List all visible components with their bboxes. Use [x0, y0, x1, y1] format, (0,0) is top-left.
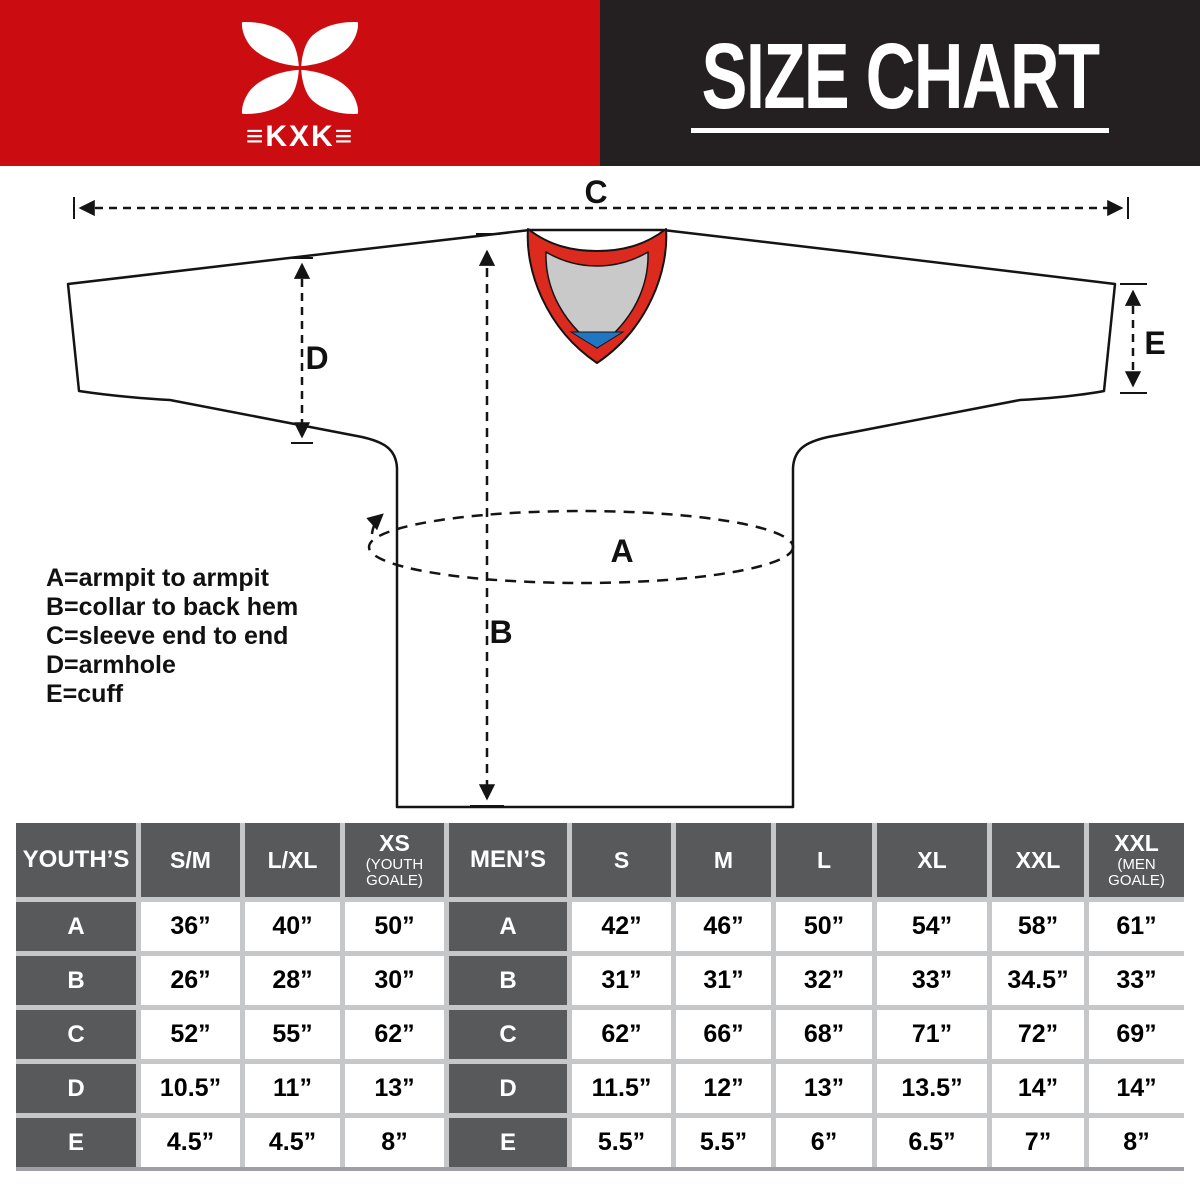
table-size-header: S/M [141, 823, 240, 897]
measure-a-arrow [366, 509, 795, 585]
table-size-header: XS (YOUTH GOALE) [345, 823, 444, 897]
table-size-value: 34.5” [992, 956, 1084, 1005]
table-size-header: S [572, 823, 671, 897]
table-size-value: 8” [1089, 1118, 1184, 1167]
table-row-label: D [16, 1064, 136, 1113]
table-size-value: 68” [776, 1010, 872, 1059]
table-size-value: 50” [345, 902, 444, 951]
table-size-value: 46” [676, 902, 771, 951]
table-size-header: L/XL [245, 823, 340, 897]
table-size-header: XXL [992, 823, 1084, 897]
table-row-label: A [449, 902, 567, 951]
jersey-measurement-diagram: C D B E A [66, 174, 1166, 809]
table-size-value: 33” [877, 956, 987, 1005]
table-size-header: XL [877, 823, 987, 897]
measure-e-arrow [1120, 283, 1147, 394]
table-size-value: 14” [1089, 1064, 1184, 1113]
jersey-outline [66, 228, 1117, 809]
table-size-value: 55” [245, 1010, 340, 1059]
table-row-label: A [16, 902, 136, 951]
title-banner: SIZE CHART [600, 0, 1200, 166]
collar-inner-panel [545, 251, 649, 349]
table-size-value: 28” [245, 956, 340, 1005]
table-size-value: 42” [572, 902, 671, 951]
table-size-value: 30” [345, 956, 444, 1005]
table-size-value: 11” [245, 1064, 340, 1113]
page-title: SIZE CHART [701, 23, 1101, 128]
table-size-value: 61” [1089, 902, 1184, 951]
table-size-value: 12” [676, 1064, 771, 1113]
table-size-value: 54” [877, 902, 987, 951]
table-size-value: 52” [141, 1010, 240, 1059]
measure-e-label: E [1144, 325, 1165, 361]
measure-b-arrow [470, 233, 504, 807]
table-size-value: 8” [345, 1118, 444, 1167]
legend-line-c: C=sleeve end to end [46, 622, 289, 650]
table-size-value: 10.5” [141, 1064, 240, 1113]
brand-banner: ≡KXK≡ [0, 0, 600, 166]
table-size-value: 72” [992, 1010, 1084, 1059]
legend-line-e: E=cuff [46, 680, 124, 708]
table-size-value: 71” [877, 1010, 987, 1059]
kxk-butterfly-logo-icon [241, 22, 359, 114]
measure-a-label: A [610, 533, 633, 569]
measure-c-arrow [73, 197, 1129, 219]
measure-c-label: C [584, 174, 607, 210]
table-row-label: E [16, 1118, 136, 1167]
table-size-value: 31” [676, 956, 771, 1005]
table-row-label: D [449, 1064, 567, 1113]
table-size-value: 32” [776, 956, 872, 1005]
table-row-label: B [16, 956, 136, 1005]
table-size-value: 7” [992, 1118, 1084, 1167]
table-size-value: 13.5” [877, 1064, 987, 1113]
table-size-value: 13” [345, 1064, 444, 1113]
title-underline [691, 127, 1109, 133]
measurement-legend: A=armpit to armpit B=collar to back hem … [46, 564, 298, 709]
table-size-value: 58” [992, 902, 1084, 951]
table-size-value: 69” [1089, 1010, 1184, 1059]
table-size-value: 14” [992, 1064, 1084, 1113]
table-size-value: 6” [776, 1118, 872, 1167]
table-size-value: 5.5” [572, 1118, 671, 1167]
measure-b-label: B [489, 614, 512, 650]
table-size-value: 36” [141, 902, 240, 951]
size-table: YOUTH’S S/M L/XL XS (YOUTH GOALE) MEN’S S M L XL X… [16, 823, 1184, 1171]
table-size-value: 40” [245, 902, 340, 951]
table-group-header: YOUTH’S [16, 823, 136, 897]
legend-line-a: A=armpit to armpit [46, 564, 269, 592]
table-size-value: 62” [345, 1010, 444, 1059]
measure-d-label: D [305, 340, 328, 376]
table-size-header: XXL (MEN GOALE) [1089, 823, 1184, 897]
brand-wordmark: ≡KXK≡ [245, 120, 355, 153]
table-row-label: C [16, 1010, 136, 1059]
table-size-value: 4.5” [245, 1118, 340, 1167]
table-row-label: B [449, 956, 567, 1005]
table-size-value: 33” [1089, 956, 1184, 1005]
table-size-value: 26” [141, 956, 240, 1005]
table-size-header: L [776, 823, 872, 897]
table-size-value: 31” [572, 956, 671, 1005]
table-size-value: 62” [572, 1010, 671, 1059]
table-size-value: 4.5” [141, 1118, 240, 1167]
table-size-value: 6.5” [877, 1118, 987, 1167]
table-size-value: 66” [676, 1010, 771, 1059]
table-row-label: E [449, 1118, 567, 1167]
table-group-header: MEN’S [449, 823, 567, 897]
table-row-label: C [449, 1010, 567, 1059]
legend-line-b: B=collar to back hem [46, 593, 299, 621]
measure-d-arrow [291, 257, 313, 444]
legend-line-d: D=armhole [46, 651, 176, 679]
table-size-value: 5.5” [676, 1118, 771, 1167]
collar-bottom-triangle [569, 331, 625, 349]
table-size-header: M [676, 823, 771, 897]
table-size-value: 11.5” [572, 1064, 671, 1113]
table-size-value: 50” [776, 902, 872, 951]
table-size-value: 13” [776, 1064, 872, 1113]
